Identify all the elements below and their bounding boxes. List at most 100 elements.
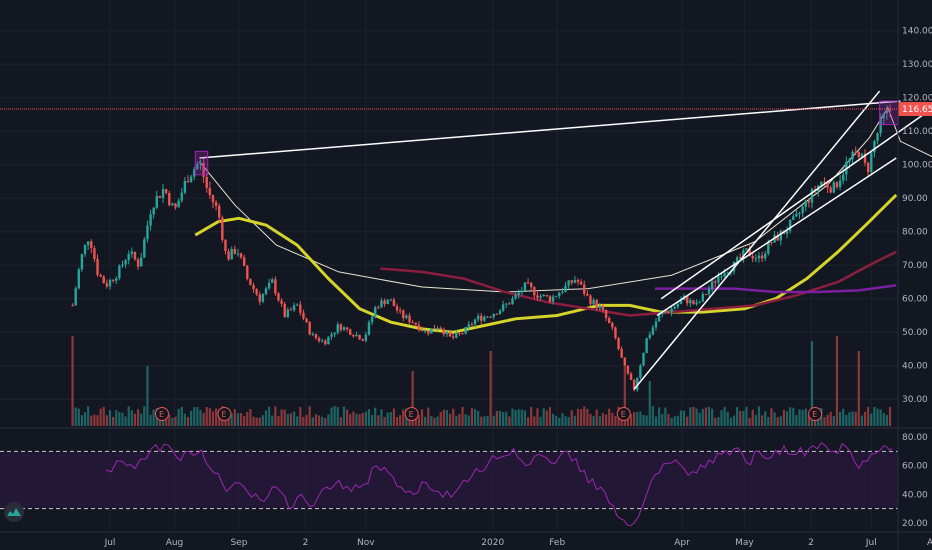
candle-body — [164, 189, 168, 193]
candle-body — [689, 300, 692, 304]
volume-bar — [548, 407, 552, 426]
volume-bar — [214, 408, 218, 426]
volume-bar — [486, 416, 489, 426]
candle-body — [498, 310, 502, 315]
candle-body — [221, 217, 224, 240]
volume-bar — [286, 413, 289, 426]
ma_mid-line — [380, 250, 897, 317]
candle-body — [511, 298, 514, 305]
time-tick-label: 2020 — [481, 538, 504, 548]
candle-body — [642, 353, 645, 366]
price-tick-label: 140.00 — [902, 27, 932, 37]
volume-bar — [636, 412, 639, 426]
price-tick-label: 100.00 — [902, 161, 932, 171]
volume-bar — [427, 407, 430, 426]
volume-bar — [289, 413, 293, 426]
candle-body — [108, 279, 112, 287]
candle-body — [832, 182, 836, 193]
volume-bar — [271, 415, 274, 426]
candle-body — [645, 338, 648, 354]
candle-body — [579, 281, 583, 285]
volume-bar — [860, 415, 864, 426]
volume-bar — [467, 415, 470, 426]
volume-bar — [526, 417, 530, 426]
trendlines[interactable] — [199, 90, 932, 390]
candle-body — [573, 280, 577, 283]
highlight-boxes[interactable] — [194, 100, 899, 176]
volume-bar — [567, 417, 570, 426]
volume-bar — [726, 411, 729, 426]
candle-body — [308, 322, 311, 335]
volume-bar — [711, 408, 714, 426]
candle-body — [242, 257, 246, 266]
candle-body — [695, 302, 698, 305]
candle-body — [570, 280, 573, 283]
price-tick-label: 90.00 — [902, 194, 928, 204]
volume-bar — [611, 412, 614, 426]
candle-body — [283, 303, 286, 318]
logo-cloud — [7, 508, 21, 516]
candle-body — [679, 300, 683, 304]
earnings-marker — [404, 407, 419, 421]
volume-bar — [124, 416, 127, 426]
volume-bar — [848, 412, 851, 426]
candle-body — [327, 336, 330, 345]
tradingview-cloud-icon[interactable] — [4, 502, 24, 522]
volume-bar — [692, 406, 695, 426]
candle-body — [102, 276, 105, 284]
volume-bar — [308, 406, 311, 426]
candle-body — [196, 163, 199, 170]
candle-body — [885, 109, 889, 114]
volume-bar — [508, 416, 511, 426]
volume-bar — [520, 409, 523, 426]
moving-averages — [194, 193, 898, 334]
volume-bar — [792, 407, 795, 426]
earnings-markers[interactable]: EEEEEE — [155, 407, 932, 421]
candle-body — [255, 289, 258, 295]
volume-bar — [717, 417, 720, 426]
candle-body — [829, 187, 832, 193]
volume-bar — [673, 416, 676, 426]
candle-body — [258, 294, 261, 302]
candle-body — [136, 259, 140, 267]
candle-body — [395, 306, 399, 311]
candle-body — [838, 180, 842, 188]
volume-bar — [367, 409, 371, 426]
candle-body — [143, 239, 146, 258]
candle-body — [692, 300, 695, 305]
candle-body — [330, 334, 333, 337]
volume-bar — [564, 416, 567, 426]
candle-body — [732, 261, 736, 272]
candle-body — [386, 300, 389, 305]
candle-body — [414, 322, 417, 325]
candle-body — [686, 296, 689, 304]
candle-body — [751, 255, 754, 259]
candle-body — [227, 251, 230, 260]
rsi-tick-label: 80.00 — [902, 433, 928, 443]
candle-body — [183, 180, 187, 193]
volume-bar — [158, 417, 162, 426]
candle-body — [174, 203, 177, 208]
volume-bar — [324, 417, 327, 426]
volume-bar — [339, 417, 342, 426]
candle-body — [517, 292, 520, 295]
volume-bar — [346, 409, 349, 426]
volume-bar — [629, 414, 633, 426]
candle-body — [74, 288, 77, 306]
candle-body — [423, 330, 427, 332]
candle-body — [433, 328, 436, 330]
volume-bar — [776, 417, 779, 426]
candle-body — [748, 248, 751, 256]
candle-body — [807, 200, 811, 203]
candle-body — [873, 141, 876, 153]
volume-bar — [190, 410, 193, 426]
volume-bar — [764, 411, 767, 426]
volume-bar — [258, 417, 261, 426]
volume-bar — [87, 406, 90, 426]
earnings-marker — [808, 407, 823, 421]
candle-body — [402, 310, 405, 319]
price-tick-label: 50.00 — [902, 328, 928, 338]
volume-bar — [651, 406, 654, 426]
